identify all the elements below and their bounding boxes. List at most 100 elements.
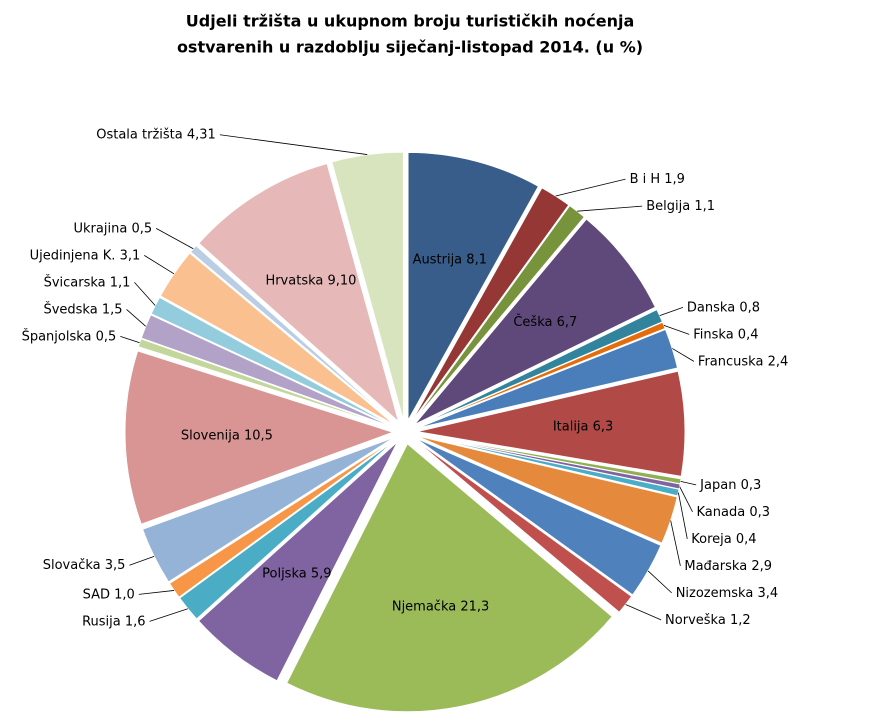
value-label: 2,9 bbox=[751, 558, 772, 573]
data-label: Nizozemska 3,4 bbox=[676, 585, 778, 600]
leader-line bbox=[663, 324, 690, 335]
leader-line bbox=[126, 309, 146, 327]
data-label: Švicarska 1,1 bbox=[44, 274, 131, 290]
pie-slice bbox=[411, 204, 586, 423]
pie-slice bbox=[198, 162, 400, 424]
category-name: Njemačka bbox=[392, 599, 456, 614]
data-label: Ujedinjena K. 3,1 bbox=[30, 248, 141, 263]
data-label: Slovenija 10,5 bbox=[181, 428, 273, 443]
category-name: Finska bbox=[693, 327, 733, 342]
leader-line bbox=[555, 178, 626, 197]
data-label: Njemačka 21,3 bbox=[392, 599, 489, 614]
category-name: Rusija bbox=[82, 614, 121, 629]
data-label: Japan 0,3 bbox=[699, 477, 761, 492]
value-label: 1,2 bbox=[730, 612, 751, 627]
data-label: Poljska 5,9 bbox=[262, 566, 331, 581]
leader-line bbox=[672, 348, 695, 362]
category-name: Ostala tržišta bbox=[96, 127, 183, 142]
data-label: Belgija 1,1 bbox=[646, 199, 715, 214]
category-name: Danska bbox=[687, 300, 735, 315]
value-label: 21,3 bbox=[460, 599, 489, 614]
category-name: SAD bbox=[83, 587, 110, 602]
pie-slice bbox=[407, 151, 540, 423]
category-name: Japan bbox=[699, 477, 736, 492]
pie-slice bbox=[141, 436, 395, 583]
pie-slice bbox=[414, 218, 657, 426]
leader-line bbox=[679, 486, 693, 513]
value-label: 3,4 bbox=[757, 585, 778, 600]
value-label: 0,3 bbox=[741, 477, 762, 492]
data-label: Hrvatska 9,10 bbox=[265, 273, 356, 288]
category-name: Poljska bbox=[262, 566, 307, 581]
data-label: Finska 0,4 bbox=[693, 327, 758, 342]
category-name: Švedska bbox=[43, 301, 97, 317]
data-label: Ukrajina 0,5 bbox=[74, 221, 153, 236]
category-name: Koreja bbox=[691, 531, 731, 546]
value-label: 6,3 bbox=[593, 419, 614, 434]
category-name: Ujedinjena K. bbox=[30, 248, 116, 263]
category-name: Hrvatska bbox=[265, 273, 323, 288]
data-label: Rusija 1,6 bbox=[82, 614, 145, 629]
category-name: Mađarska bbox=[684, 558, 747, 573]
value-label: 10,5 bbox=[244, 428, 273, 443]
chart-title: ostvarenih u razdoblju siječanj-listopad… bbox=[177, 38, 643, 57]
value-label: 3,5 bbox=[105, 558, 126, 573]
leader-line bbox=[219, 134, 368, 155]
value-label: 1,1 bbox=[694, 199, 715, 214]
data-label: Švedska 1,5 bbox=[43, 301, 122, 317]
category-name: Belgija bbox=[646, 199, 690, 214]
category-name: Nizozemska bbox=[676, 585, 754, 600]
pie-slice bbox=[286, 442, 613, 713]
value-label: 2,4 bbox=[768, 354, 789, 369]
category-name: Švicarska bbox=[44, 274, 106, 290]
leader-line bbox=[659, 306, 684, 317]
value-label: 9,10 bbox=[328, 273, 357, 288]
value-label: 1,0 bbox=[114, 587, 135, 602]
pie-slice bbox=[197, 441, 399, 682]
value-label: 0,4 bbox=[736, 531, 757, 546]
category-name: Norveška bbox=[665, 612, 726, 627]
data-label: Češka 6,7 bbox=[513, 314, 577, 330]
data-label: Koreja 0,4 bbox=[691, 531, 756, 546]
value-label: 0,4 bbox=[738, 327, 759, 342]
data-label: SAD 1,0 bbox=[83, 587, 135, 602]
leader-line bbox=[149, 608, 188, 622]
data-label: Francuska 2,4 bbox=[698, 354, 788, 369]
value-label: 0,5 bbox=[131, 221, 152, 236]
leader-line bbox=[134, 282, 156, 306]
data-label: B i H 1,9 bbox=[630, 172, 685, 187]
data-label: Italija 6,3 bbox=[553, 419, 614, 434]
category-name: Ukrajina bbox=[74, 221, 128, 236]
leader-line bbox=[625, 604, 662, 621]
data-label: Španjolska 0,5 bbox=[22, 328, 117, 344]
chart-title: Udjeli tržišta u ukupnom broju turističk… bbox=[186, 12, 634, 31]
data-label: Kanada 0,3 bbox=[697, 504, 771, 519]
pie-slice bbox=[416, 435, 678, 544]
value-label: 1,9 bbox=[664, 172, 685, 187]
leader-line bbox=[144, 255, 175, 275]
category-name: Slovačka bbox=[43, 558, 101, 573]
pie-slice bbox=[416, 370, 686, 477]
data-label: Ostala tržišta 4,31 bbox=[96, 127, 216, 142]
data-label: Austrija 8,1 bbox=[413, 252, 487, 267]
leader-line bbox=[129, 555, 155, 566]
value-label: 1,5 bbox=[102, 302, 123, 317]
value-label: 3,1 bbox=[120, 248, 141, 263]
value-label: 8,1 bbox=[466, 252, 487, 267]
category-name: Češka bbox=[513, 314, 552, 330]
pie-slice bbox=[331, 151, 404, 421]
leader-line bbox=[677, 492, 688, 539]
category-name: Španjolska bbox=[22, 328, 92, 344]
value-label: 1,1 bbox=[110, 275, 131, 290]
category-name: Austrija bbox=[413, 252, 463, 267]
leader-line bbox=[155, 228, 194, 250]
category-name: B i H bbox=[630, 172, 661, 187]
leader-line bbox=[680, 480, 697, 486]
leader-line bbox=[577, 205, 643, 212]
category-name: Kanada bbox=[697, 504, 746, 519]
category-name: Slovenija bbox=[181, 428, 240, 443]
pie-slice bbox=[189, 244, 397, 425]
leader-line bbox=[647, 570, 672, 594]
value-label: 6,7 bbox=[557, 315, 578, 330]
